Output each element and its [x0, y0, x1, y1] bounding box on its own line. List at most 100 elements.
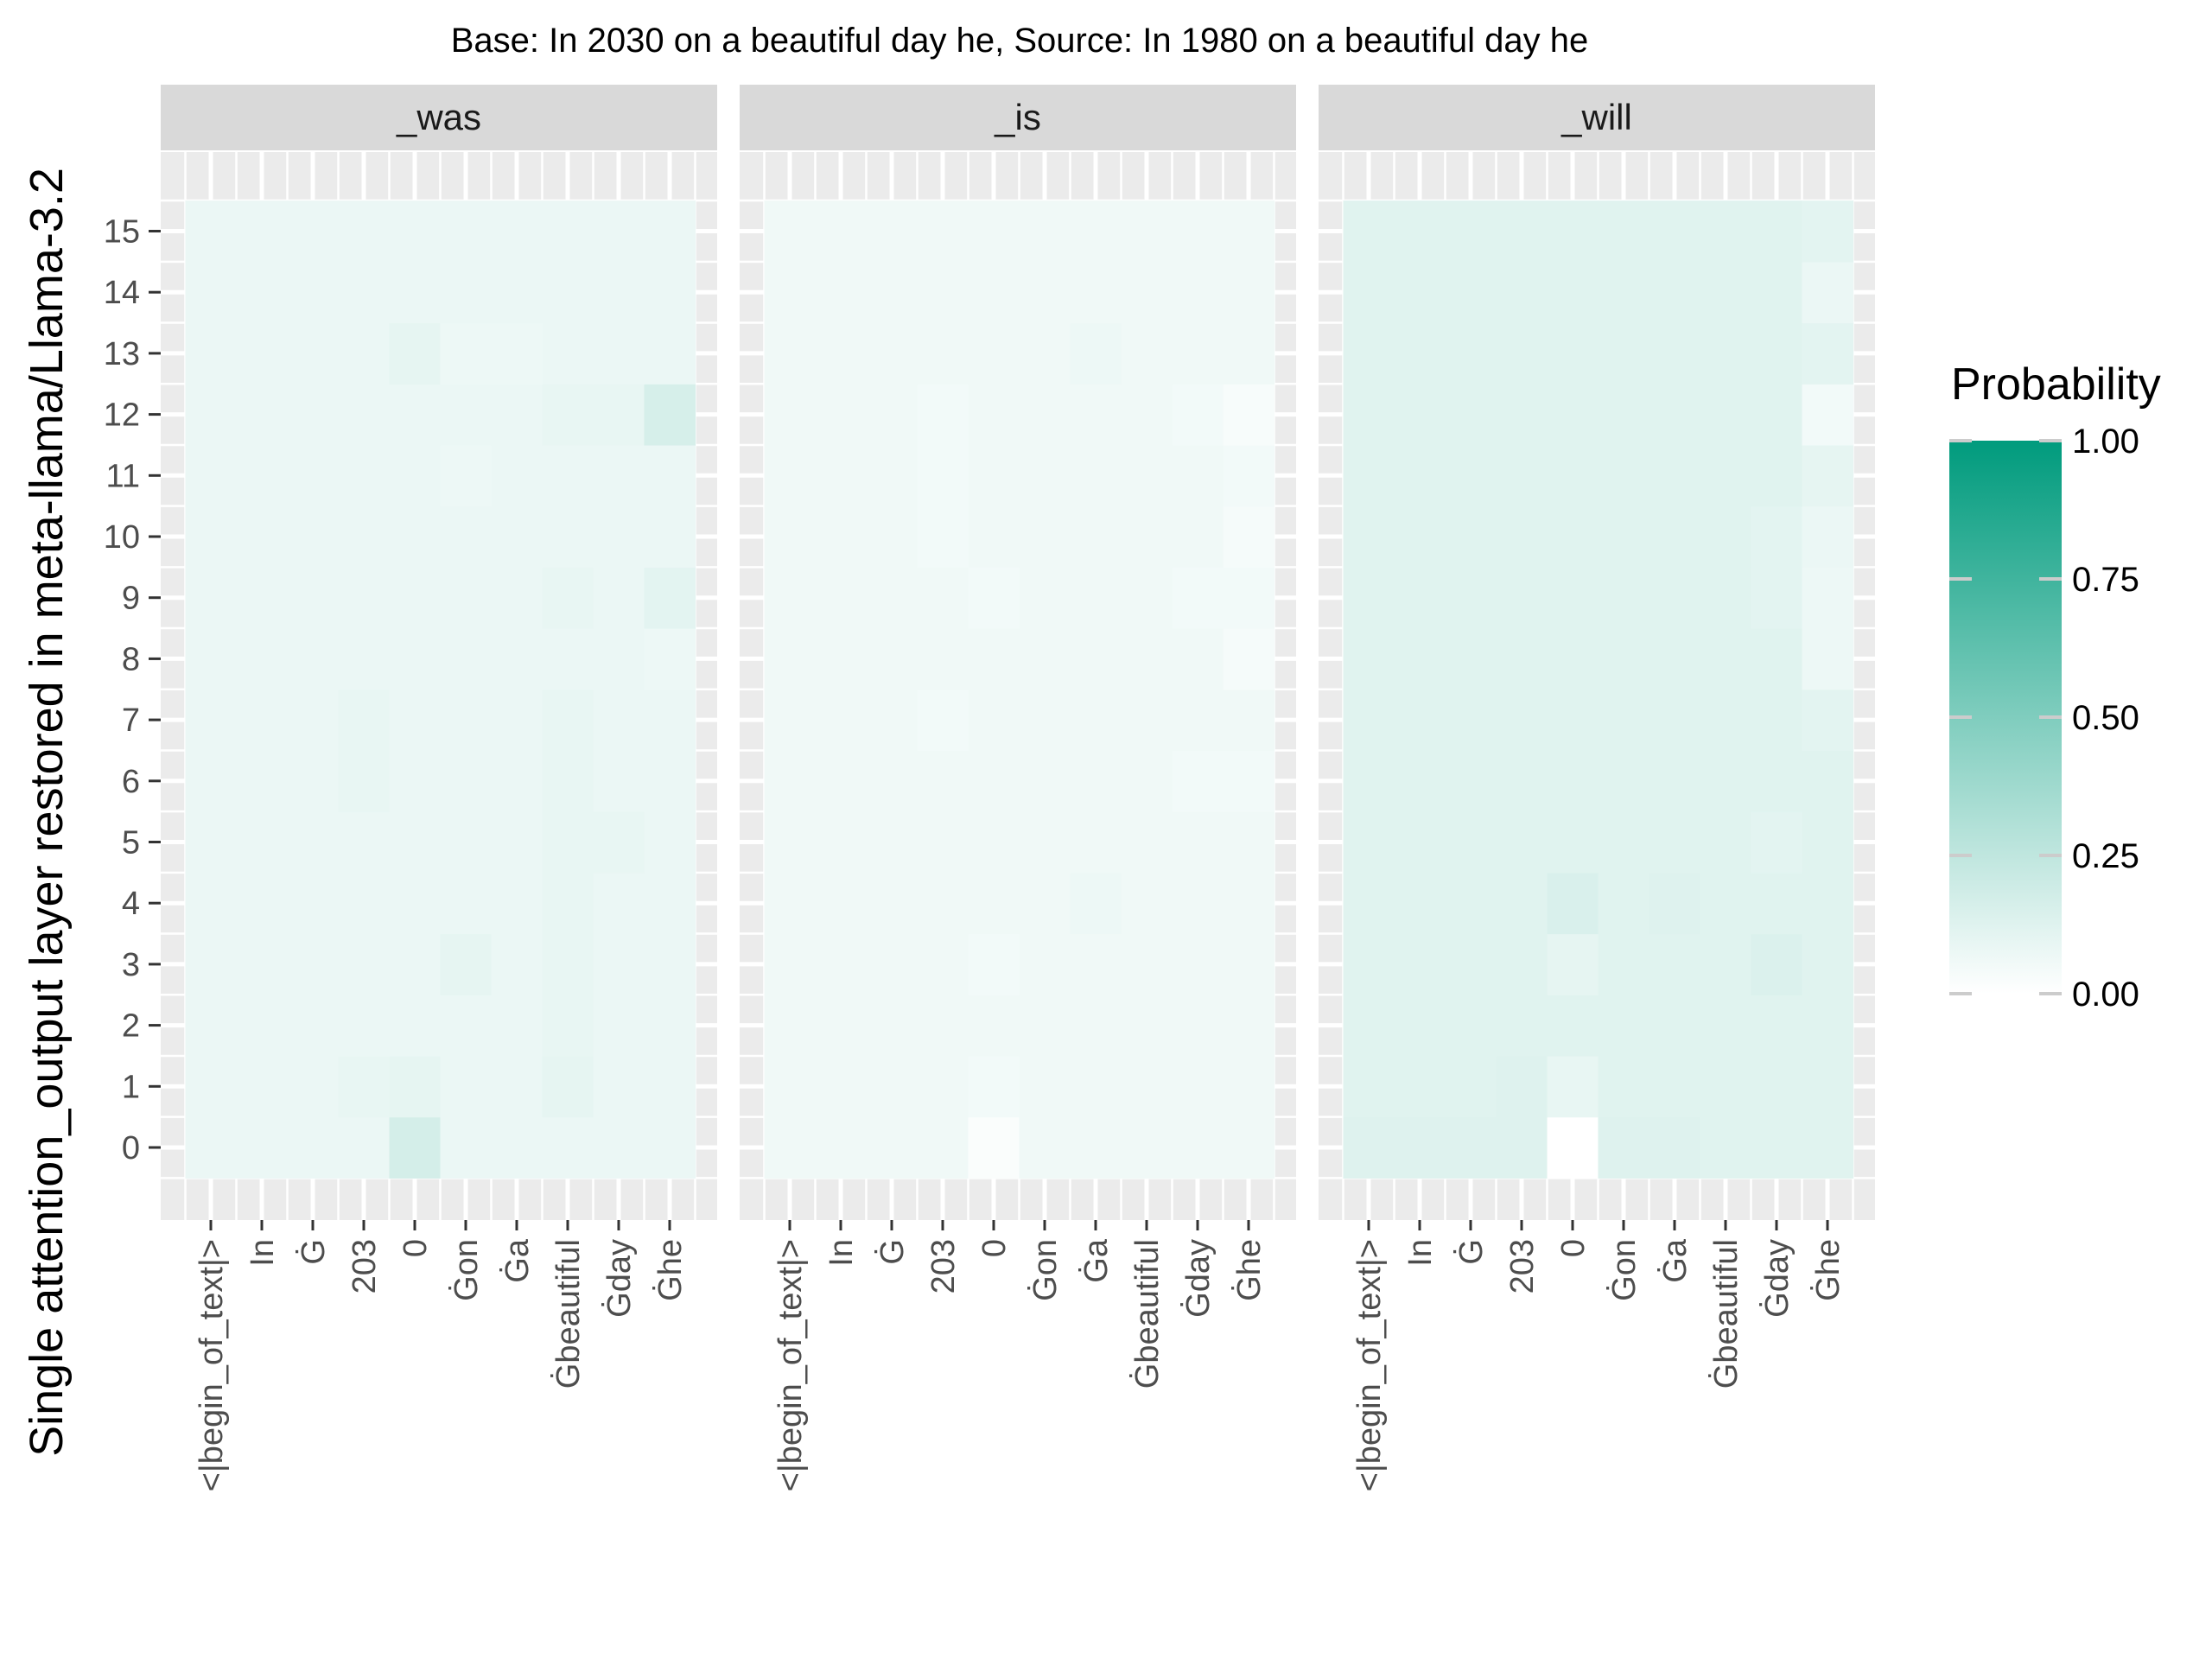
heatmap-cell	[1445, 933, 1497, 995]
heatmap-cell	[440, 384, 493, 446]
heatmap-cell	[1496, 1055, 1548, 1118]
heatmap-cell	[440, 628, 493, 690]
heatmap-cell	[1802, 567, 1854, 629]
heatmap-cell	[338, 689, 391, 752]
heatmap-cell	[1496, 933, 1548, 995]
heatmap-cell	[644, 261, 696, 324]
heatmap-cell	[1802, 811, 1854, 874]
heatmap-cell	[1070, 1116, 1122, 1179]
heatmap-cell	[185, 444, 238, 507]
heatmap-cell	[1496, 567, 1548, 629]
heatmap-cell	[815, 995, 868, 1057]
heatmap-cell	[185, 628, 238, 690]
x-tick-label: 203	[346, 1239, 383, 1294]
heatmap-cell	[1121, 1055, 1173, 1118]
heatmap-cell	[1445, 750, 1497, 812]
heatmap-cell	[1547, 689, 1599, 752]
heatmap-cell	[287, 322, 340, 385]
heatmap-cell	[389, 811, 442, 874]
heatmap-cell	[1343, 322, 1395, 385]
heatmap-cell	[866, 628, 918, 690]
heatmap-cell	[1751, 689, 1803, 752]
heatmap-cell	[1172, 628, 1224, 690]
heatmap-cell	[764, 811, 817, 874]
heatmap-cell	[185, 933, 238, 995]
heatmap-cell	[866, 1116, 918, 1179]
heatmap-cell	[1598, 444, 1650, 507]
heatmap-cell	[1802, 261, 1854, 324]
heatmap-cell	[1172, 1055, 1224, 1118]
heatmap-cell	[1598, 872, 1650, 935]
heatmap-cell	[1700, 933, 1752, 995]
y-axis-title: Single attention_output layer restored i…	[21, 168, 73, 1457]
x-tick-label: Ġon	[1026, 1239, 1064, 1301]
heatmap-cell	[815, 689, 868, 752]
y-tick-label: 4	[122, 886, 140, 922]
heatmap-cell	[815, 200, 868, 263]
heatmap-cell	[1343, 200, 1395, 263]
heatmap-cell	[1802, 1055, 1854, 1118]
heatmap-cell	[764, 1055, 817, 1118]
x-tick-label: Ġon	[447, 1239, 485, 1301]
heatmap-cell	[338, 567, 391, 629]
heatmap-cell	[1751, 261, 1803, 324]
y-tick-label: 14	[104, 275, 140, 311]
heatmap-cell	[866, 689, 918, 752]
heatmap-cell	[338, 628, 391, 690]
heatmap-cell	[968, 995, 1020, 1057]
heatmap-cell	[1019, 933, 1071, 995]
heatmap-cell	[1172, 1116, 1224, 1179]
heatmap-cell	[1223, 750, 1275, 812]
heatmap-cell	[917, 1116, 969, 1179]
heatmap-cell	[1019, 384, 1071, 446]
heatmap-cell	[1496, 811, 1548, 874]
heatmap-cell	[644, 995, 696, 1057]
heatmap-cell	[1172, 872, 1224, 935]
heatmap-cell	[1445, 1116, 1497, 1179]
heatmap-cell	[1070, 384, 1122, 446]
heatmap-cell	[1394, 384, 1446, 446]
heatmap-cell	[917, 567, 969, 629]
heatmap-cell	[866, 505, 918, 568]
heatmap-cell	[1547, 261, 1599, 324]
heatmap-cell	[917, 628, 969, 690]
heatmap-cell	[917, 933, 969, 995]
heatmap-cell	[1394, 505, 1446, 568]
heatmap-cell	[764, 261, 817, 324]
heatmap-cell	[185, 384, 238, 446]
x-tick-label: <|begin_of_text|>	[194, 1239, 230, 1491]
heatmap-cell	[1172, 995, 1224, 1057]
heatmap-cell	[185, 1055, 238, 1118]
heatmap-cell	[389, 261, 442, 324]
heatmap-cell	[542, 505, 594, 568]
heatmap-cell	[1751, 933, 1803, 995]
heatmap-cell	[593, 933, 645, 995]
heatmap-cell	[287, 628, 340, 690]
heatmap-cell	[593, 872, 645, 935]
heatmap-cell	[1649, 567, 1701, 629]
heatmap-cell	[1172, 567, 1224, 629]
heatmap-cell	[1751, 628, 1803, 690]
heatmap-cell	[1019, 567, 1071, 629]
heatmap-cell	[1496, 1116, 1548, 1179]
panel-was: _was <|begin_of_text|> In Ġ 203 0 Ġon Ġa Ġbeauti…	[161, 85, 717, 1491]
heatmap-cell	[491, 933, 543, 995]
heatmap-cell	[764, 933, 817, 995]
heatmap-cell	[491, 567, 543, 629]
heatmap-cell	[644, 628, 696, 690]
heatmap-cell	[491, 811, 543, 874]
legend-tick-label: 0.75	[2072, 561, 2139, 599]
x-tick-label: Ġhe	[1230, 1239, 1268, 1301]
heatmap-cell	[1223, 1055, 1275, 1118]
heatmap-cell	[1070, 1055, 1122, 1118]
heatmap-cell	[1223, 322, 1275, 385]
heatmap-cell	[1445, 811, 1497, 874]
heatmap-cell	[968, 261, 1020, 324]
heatmap-cell	[236, 200, 289, 263]
heatmap-cell	[644, 933, 696, 995]
heatmap-cell	[1172, 505, 1224, 568]
heatmap-cell	[1343, 444, 1395, 507]
heatmap-cell	[1172, 322, 1224, 385]
heatmap-cell	[440, 995, 493, 1057]
heatmap-cell	[440, 505, 493, 568]
